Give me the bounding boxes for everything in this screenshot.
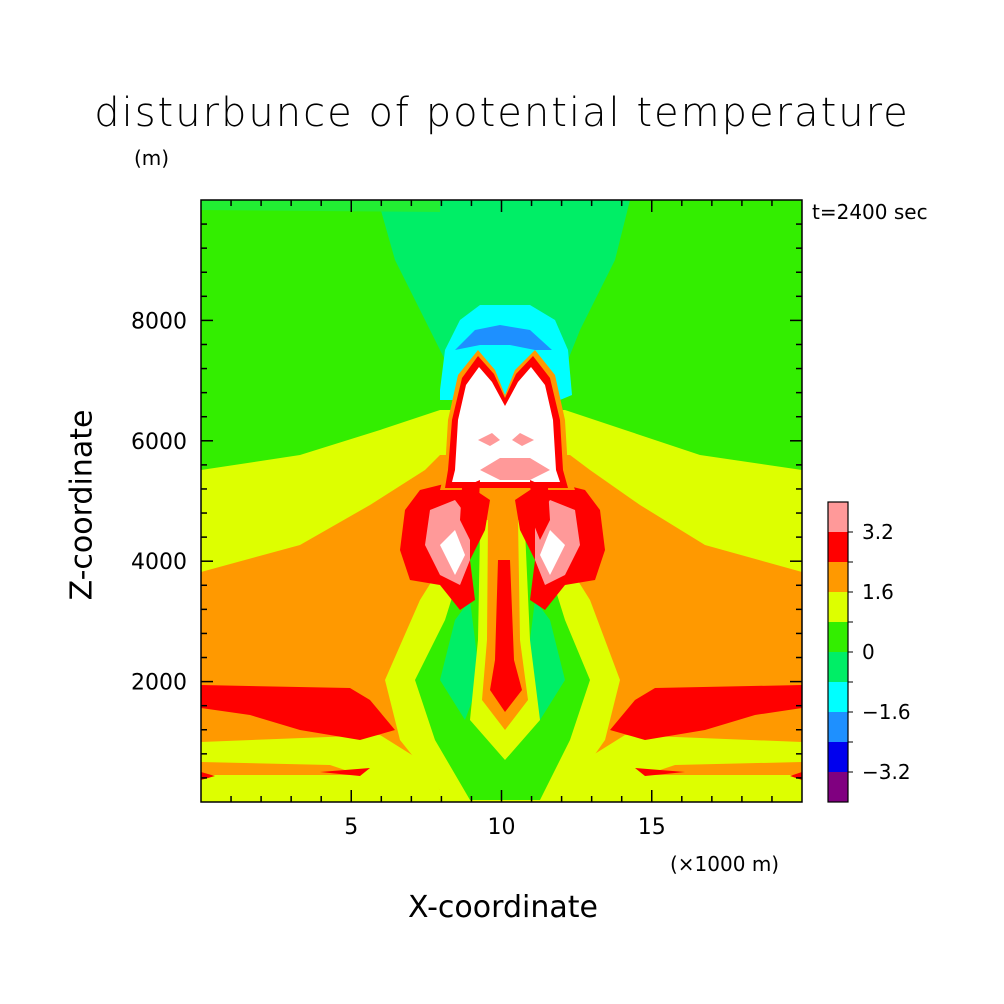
y-tick-label: 2000 (131, 671, 187, 696)
time-label: t=2400 sec (812, 200, 928, 224)
colorbar-swatch (828, 532, 848, 562)
region-red-streak-right (635, 768, 685, 776)
colorbar-swatch (828, 502, 848, 532)
colorbar: 3.2 1.6 0 −1.6 −3.2 (827, 501, 911, 803)
region-red-band-right (610, 685, 802, 740)
colorbar-label: −3.2 (862, 760, 911, 784)
region-lobe-right-white (540, 530, 565, 575)
region-core-pink-base (480, 458, 550, 480)
region-bubble-core (452, 367, 560, 482)
plot-axes: 5 10 15 2000 4000 6000 8000 (131, 199, 803, 840)
colorbar-swatch (828, 742, 848, 772)
region-cold-cap-blue (455, 325, 552, 350)
x-tick-label: 15 (638, 815, 666, 840)
y-tick-label: 4000 (131, 550, 187, 575)
colorbar-swatch (828, 772, 848, 802)
contour-field (201, 200, 802, 802)
y-tick-label: 8000 (131, 309, 187, 334)
x-unit-label: (×1000 m) (670, 852, 780, 876)
colorbar-swatch (828, 592, 848, 622)
region-red-streak-left (320, 768, 370, 776)
region-filament-left (460, 480, 480, 540)
x-tick-label: 10 (488, 815, 516, 840)
chart-title: disturbunce of potential temperature (94, 90, 910, 136)
region-jet-red (490, 560, 522, 712)
colorbar-swatch (828, 562, 848, 592)
colorbar-swatch (828, 712, 848, 742)
y-unit-label: (m) (134, 146, 170, 170)
region-core-pink-right (512, 433, 534, 446)
region-center-lightgreen-left (440, 600, 480, 720)
region-core-pink-left (478, 433, 500, 446)
colorbar-label: −1.6 (862, 700, 911, 724)
colorbar-swatch (828, 682, 848, 712)
region-lower-right-yellow (565, 735, 802, 790)
colorbar-swatch (828, 622, 848, 652)
region-low-orange-left (201, 762, 360, 775)
region-low-orange-right (645, 762, 802, 775)
x-tick-label: 5 (344, 815, 358, 840)
colorbar-label: 1.6 (862, 580, 894, 604)
region-lower-left-yellow (201, 735, 440, 790)
colorbar-swatch (828, 652, 848, 682)
colorbar-label: 0 (862, 640, 875, 664)
x-axis-label: X-coordinate (0, 890, 1004, 925)
colorbar-label: 3.2 (862, 520, 894, 544)
y-tick-label: 6000 (131, 430, 187, 455)
region-filament-right (530, 480, 550, 540)
region-red-band-left (201, 685, 395, 740)
x-axis-label-text: X-coordinate (408, 890, 598, 925)
y-axis-label: Z-coordinate (64, 409, 100, 601)
region-lobe-left-white (440, 530, 465, 575)
